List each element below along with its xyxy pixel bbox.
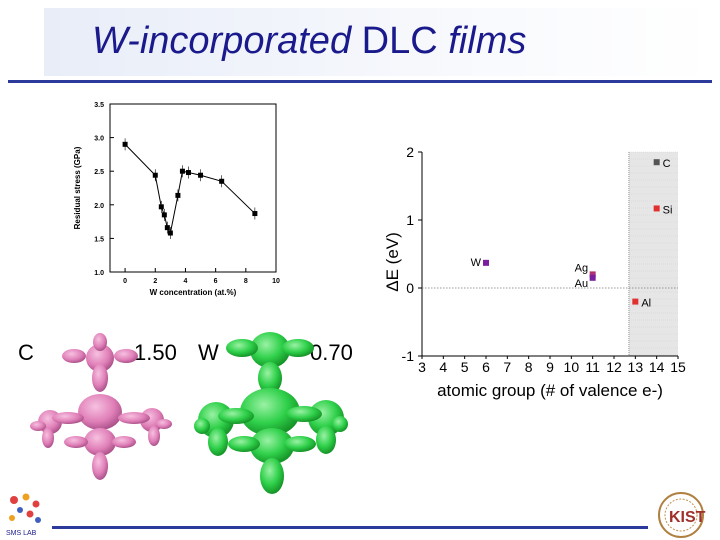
- title-films-part: films: [448, 20, 527, 62]
- footer-rule: [52, 526, 648, 529]
- chart2-xtick-label: 6: [482, 359, 490, 375]
- chart2-xtick-label: 10: [564, 359, 580, 375]
- chart2-ytick-label: 0: [406, 280, 414, 296]
- chart2-data-point: [653, 205, 660, 212]
- chart2-xtick-label: 5: [461, 359, 469, 375]
- chart2-xlabel: atomic group (# of valence e-): [437, 381, 663, 400]
- chart1-xtick-label: 6: [214, 278, 218, 285]
- chart1-xtick-label: 4: [184, 278, 188, 285]
- chart2-data-point: [483, 259, 489, 266]
- chart1-data-point: [161, 212, 167, 218]
- chart1-data-point: [219, 178, 225, 184]
- chart2-data-point: [632, 298, 639, 305]
- title-dlc-part: DLC: [361, 20, 438, 62]
- chart2-ytick-label: -1: [402, 348, 415, 364]
- chart2-xtick-label: 9: [546, 359, 554, 375]
- chart2-xtick-label: 11: [585, 359, 600, 375]
- kist-seal-logo: KIST: [658, 492, 706, 538]
- c-molecule-image: [30, 333, 172, 480]
- chart1-ytick-label: 1.0: [94, 270, 104, 277]
- chart1-data-point: [179, 168, 185, 174]
- chart1-data-point: [167, 230, 173, 236]
- chart2-data-point: [653, 159, 660, 166]
- chart2-xtick-label: 7: [503, 359, 511, 375]
- chart1-data-point: [185, 170, 191, 176]
- chart2-xtick-label: 14: [649, 359, 665, 375]
- chart1-ytick-label: 3.0: [94, 136, 104, 143]
- w-molecule-label: W: [198, 340, 219, 365]
- chart1-data-point: [164, 225, 170, 231]
- chart1-data-point: [252, 211, 258, 217]
- residual-stress-chart: 1.0 1.5 2.0 2.5 3.0 3.5 0 2 4 6 8 10 W concentration…: [73, 102, 280, 297]
- chart1-xtick-label: 0: [123, 278, 127, 285]
- chart1-ytick-label: 2.0: [94, 203, 104, 210]
- chart1-data-point: [122, 141, 128, 147]
- chart1-ytick-label: 2.5: [94, 169, 104, 176]
- chart1-ytick-label: 3.5: [94, 102, 104, 109]
- chart2-data-point: [589, 274, 596, 281]
- chart2-xtick-label: 13: [628, 359, 644, 375]
- chart2-data-point: [589, 271, 596, 278]
- chart1-data-point: [175, 192, 181, 198]
- c-molecule-value: 1.50: [134, 340, 177, 365]
- chart2-ytick-label: 2: [406, 144, 414, 160]
- chart1-ylabel: Residual stress (GPa): [73, 146, 82, 229]
- chart2-point-label: Si: [663, 204, 673, 216]
- chart1-xlabel: W concentration (at.%): [150, 288, 237, 297]
- sms-lab-logo: SMS LAB: [6, 493, 41, 537]
- chart2-shaded-region: [628, 152, 678, 356]
- chart1-data-point: [158, 204, 164, 210]
- chart2-xtick-label: 15: [670, 359, 686, 375]
- chart2-point-label: Al: [641, 298, 651, 310]
- chart1-data-point: [152, 172, 158, 178]
- chart1-xtick-label: 2: [153, 278, 157, 285]
- chart1-xtick-label: 10: [272, 278, 280, 285]
- chart2-xtick-label: 4: [439, 359, 447, 375]
- chart2-point-label: W: [471, 257, 482, 269]
- logo-text: SMS LAB: [6, 530, 37, 537]
- svg-text:KIST: KIST: [669, 509, 706, 526]
- chart2-xtick-label: 8: [525, 359, 533, 375]
- chart2-xtick-label: 12: [606, 359, 622, 375]
- c-molecule-label: C: [18, 340, 34, 365]
- slide-title: W-incorporated DLC films: [92, 20, 526, 63]
- chart2-ytick-label: 1: [406, 212, 414, 228]
- w-molecule-image: [194, 332, 348, 494]
- chart2-xtick-label: 3: [418, 359, 426, 375]
- title-italic-part: W-incorporated: [92, 20, 352, 62]
- chart2-point-label: C: [663, 158, 671, 170]
- chart2-point-label: Au: [575, 278, 588, 290]
- chart2-ylabel: ΔE (eV): [383, 232, 402, 292]
- title-underline: [8, 80, 712, 83]
- chart1-frame: [109, 103, 277, 273]
- chart1-data-point: [198, 172, 204, 178]
- chart1-series-line: [124, 143, 256, 235]
- chart1-xtick-label: 8: [244, 278, 248, 285]
- chart1-ytick-label: 1.5: [94, 236, 104, 243]
- w-molecule-value: 0.70: [310, 340, 353, 365]
- title-band: [44, 8, 714, 76]
- chart2-point-label: Ag: [575, 262, 588, 274]
